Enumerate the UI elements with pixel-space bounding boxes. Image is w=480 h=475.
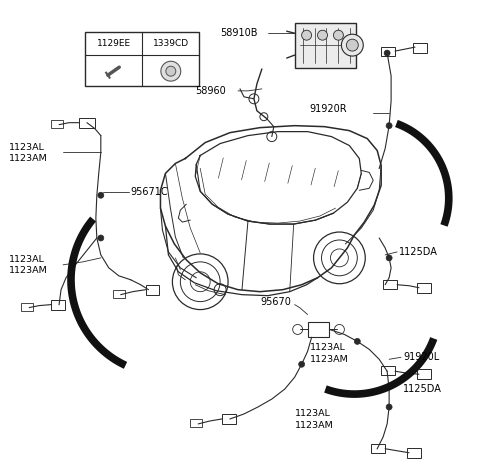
Bar bbox=[381, 47, 395, 56]
Text: 1123AM: 1123AM bbox=[310, 355, 348, 364]
Bar bbox=[308, 322, 329, 337]
Bar bbox=[295, 23, 356, 68]
Bar bbox=[79, 118, 95, 128]
Bar bbox=[371, 444, 385, 453]
Bar bbox=[21, 303, 33, 311]
Text: 1123AM: 1123AM bbox=[9, 266, 48, 276]
Text: 95670: 95670 bbox=[260, 296, 291, 307]
Text: 91920L: 91920L bbox=[403, 352, 439, 362]
Circle shape bbox=[301, 30, 312, 40]
Circle shape bbox=[161, 61, 181, 81]
Bar bbox=[85, 32, 199, 86]
Text: 58910B: 58910B bbox=[220, 28, 258, 38]
Text: 1123AL: 1123AL bbox=[310, 343, 346, 352]
Bar bbox=[417, 369, 431, 379]
Text: 1123AL: 1123AL bbox=[9, 256, 45, 265]
Circle shape bbox=[386, 404, 392, 410]
Text: 1123AL: 1123AL bbox=[9, 143, 45, 152]
Bar bbox=[51, 120, 63, 128]
Text: 1123AL: 1123AL bbox=[295, 409, 331, 418]
Circle shape bbox=[386, 255, 392, 261]
Bar bbox=[383, 280, 397, 289]
Bar bbox=[413, 43, 427, 53]
Text: 1339CD: 1339CD bbox=[153, 39, 189, 48]
Circle shape bbox=[166, 66, 176, 76]
Circle shape bbox=[98, 192, 104, 198]
Bar bbox=[381, 366, 395, 375]
Circle shape bbox=[384, 50, 390, 56]
Text: 1123AM: 1123AM bbox=[295, 421, 334, 430]
Circle shape bbox=[299, 361, 305, 367]
Bar bbox=[51, 300, 65, 310]
Circle shape bbox=[318, 30, 327, 40]
Bar bbox=[222, 414, 236, 424]
Text: 91920R: 91920R bbox=[310, 104, 347, 114]
Bar bbox=[417, 283, 431, 293]
Text: 1125DA: 1125DA bbox=[403, 384, 442, 394]
Circle shape bbox=[347, 39, 358, 51]
Bar bbox=[407, 448, 421, 458]
Text: 58960: 58960 bbox=[195, 86, 226, 96]
Bar bbox=[190, 419, 202, 427]
Text: 1125DA: 1125DA bbox=[399, 247, 438, 257]
Circle shape bbox=[98, 235, 104, 241]
Text: 95671C: 95671C bbox=[131, 187, 168, 197]
Text: 1129EE: 1129EE bbox=[96, 39, 131, 48]
Bar bbox=[113, 290, 125, 298]
Text: 1123AM: 1123AM bbox=[9, 154, 48, 163]
Circle shape bbox=[334, 30, 343, 40]
Bar bbox=[145, 285, 159, 294]
Circle shape bbox=[354, 338, 360, 344]
Circle shape bbox=[341, 34, 363, 56]
Circle shape bbox=[386, 123, 392, 129]
